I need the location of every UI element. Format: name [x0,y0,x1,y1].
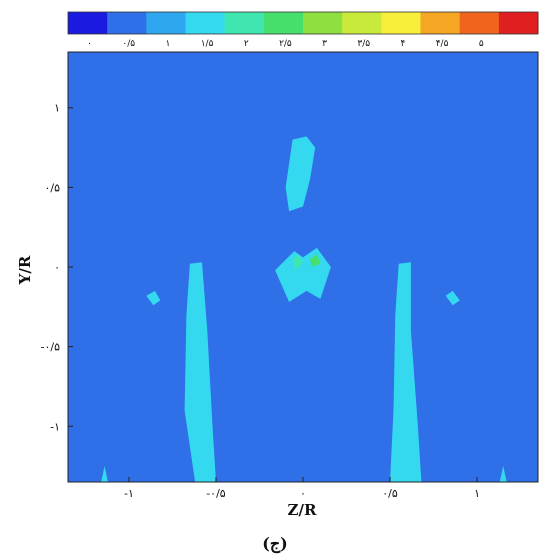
left-jet-column [184,262,216,482]
left-side-blob [146,290,161,306]
center-core-left [292,254,303,271]
colorbar-tick-label: ۴ [400,39,405,49]
center-upper-blob [285,136,316,212]
colorbar-tick-label: ۲/۵ [279,39,292,49]
panel-label: (ج) [262,534,287,554]
colorbar-swatch [459,12,500,34]
colorbar-frame [67,11,539,35]
colorbar-tick-label: ۴/۵ [436,39,449,49]
right-edge-spike [499,466,507,482]
colorbar-swatch [381,12,421,34]
y-tick-label: ۱ [54,102,60,115]
colorbar-tick-label: ۲ [244,39,249,49]
colorbar-tick-label: ۰ [87,39,92,49]
colorbar-swatch [263,12,304,34]
x-tick-label: ۱ [474,487,480,500]
right-jet-column [390,262,422,482]
y-tick-label: -۱ [50,420,60,433]
contour-features [101,136,507,482]
x-tick-label: ۰/۵ [382,487,398,500]
colorbar-swatch [420,12,461,34]
contour-plot [67,51,539,483]
right-side-blob [445,290,460,306]
colorbar-swatch [224,12,265,34]
center-core-right [310,254,321,267]
x-axis-title: Z/R [288,501,317,519]
y-tick-label: ۰ [54,261,60,274]
y-tick-label: -۰/۵ [41,341,61,354]
y-tick-label: ۰/۵ [44,181,60,194]
colorbar: ۰ ۰/۵ ۱ ۱/۵ ۲ ۲/۵ ۳ ۳/۵ ۴ ۴/۵ ۵ [67,11,539,49]
x-axis-ticks: -۱ -۰/۵ ۰ ۰/۵ ۱ [124,477,480,500]
x-tick-label: -۱ [124,487,134,500]
colorbar-tick-label: ۰/۵ [122,39,135,49]
colorbar-swatch [185,12,226,34]
left-edge-spike [101,466,108,482]
colorbar-tick-label: ۵ [479,39,484,49]
colorbar-swatch [303,12,343,34]
x-tick-label: -۰/۵ [206,487,226,500]
colorbar-swatch [68,12,108,34]
x-tick-label: ۰ [300,487,306,500]
colorbar-tick-label: ۳/۵ [357,39,370,49]
colorbar-swatch [107,12,147,34]
y-axis-ticks: ۱ ۰/۵ ۰ -۰/۵ -۱ [41,102,73,433]
colorbar-swatch [146,12,186,34]
colorbar-swatch [498,12,539,34]
colorbar-swatch [342,12,382,34]
colorbar-tick-label: ۳ [322,39,327,49]
colorbar-tick-label: ۱ [165,39,170,49]
colorbar-tick-label: ۱/۵ [201,39,214,49]
y-axis-title: Y/R [16,255,34,285]
